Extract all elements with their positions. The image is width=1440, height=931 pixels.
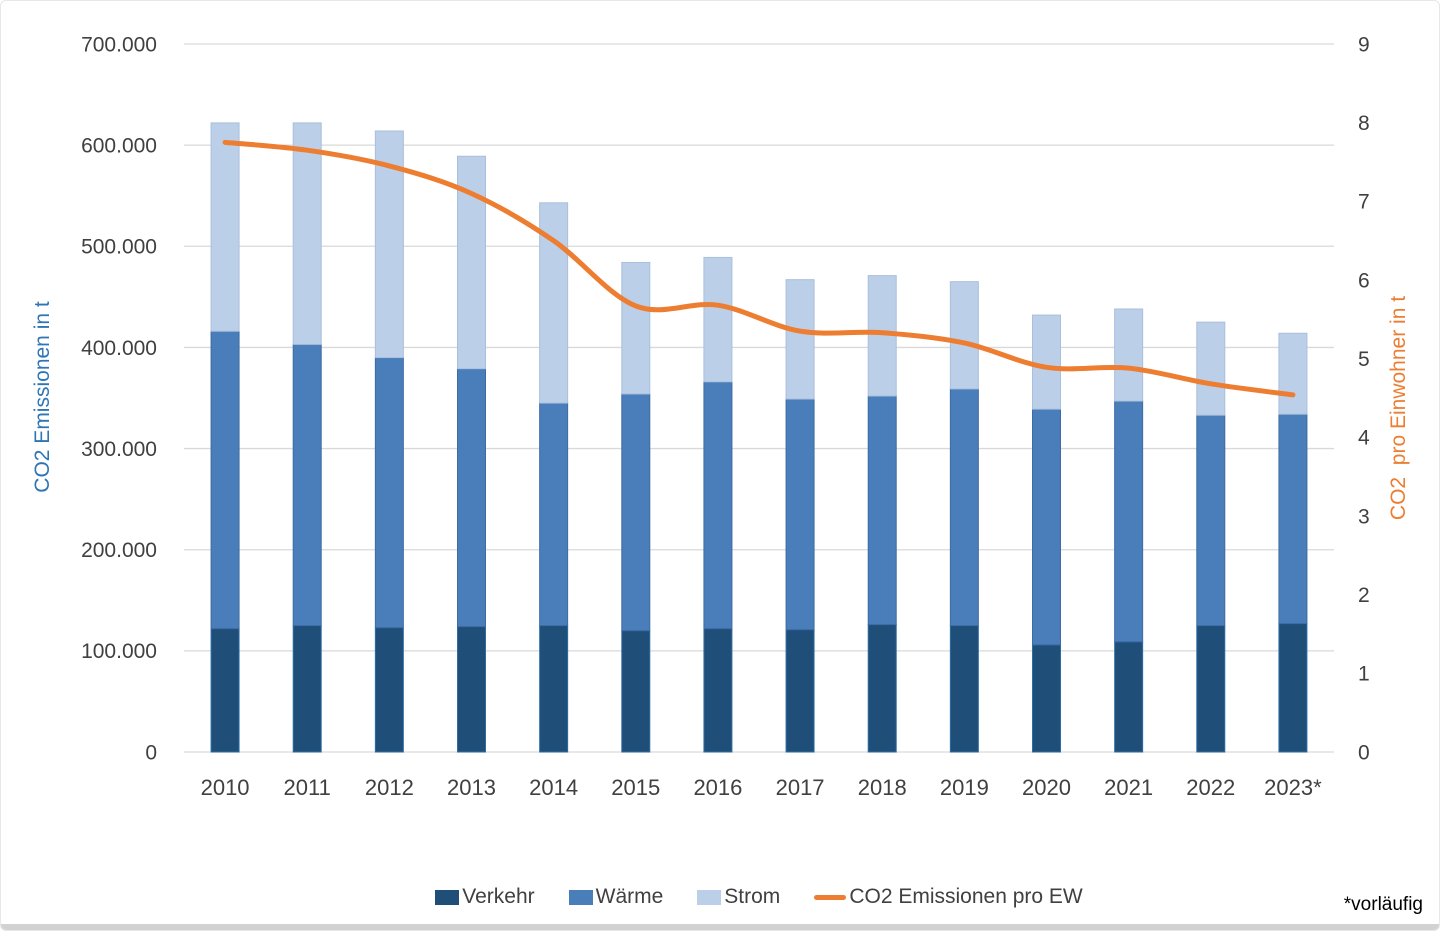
legend-item-wärme: Wärme: [568, 885, 664, 909]
stacked-bars: [210, 122, 1308, 753]
bar-segment-verkehr-2023*: [1278, 623, 1308, 753]
left-tick-label: 500.000: [81, 236, 157, 259]
bar-segment-verkehr-2015: [621, 630, 651, 753]
x-tick-label-2017: 2017: [776, 775, 825, 800]
bar-segment-strom-2011: [292, 122, 322, 345]
legend-label: Wärme: [595, 885, 664, 908]
bar-segment-verkehr-2018: [867, 624, 897, 753]
legend-item-strom: Strom: [697, 885, 780, 909]
legend-line-swatch: [814, 894, 847, 900]
bar-segment-verkehr-2019: [949, 625, 979, 753]
right-tick-label: 3: [1358, 505, 1370, 528]
right-tick-label: 4: [1358, 427, 1370, 450]
bar-segment-verkehr-2011: [292, 625, 322, 753]
bar-segment-verkehr-2021: [1114, 641, 1144, 753]
bar-segment-wärme-2013: [457, 368, 486, 628]
gridlines: [184, 43, 1334, 753]
left-tick-label: 0: [145, 741, 157, 764]
legend-label: Verkehr: [462, 885, 535, 908]
left-tick-label: 300.000: [81, 438, 157, 461]
x-tick-label-2020: 2020: [1022, 775, 1071, 800]
bar-segment-wärme-2017: [785, 398, 815, 631]
x-tick-label-2019: 2019: [940, 775, 989, 800]
bar-segment-strom-2017: [785, 279, 815, 400]
bar-segment-wärme-2020: [1032, 408, 1061, 646]
bar-segment-strom-2021: [1114, 308, 1144, 402]
chart-legend: Verkehr Wärme Strom CO2 Emissionen pro EW: [184, 880, 1334, 914]
left-tick-label: 100.000: [81, 640, 157, 663]
bar-segment-verkehr-2014: [539, 625, 569, 753]
bar-segment-verkehr-2016: [703, 628, 733, 753]
legend-label: Strom: [724, 885, 781, 908]
bar-segment-verkehr-2020: [1032, 644, 1061, 753]
x-tick-label-2015: 2015: [611, 775, 660, 800]
bar-segment-verkehr-2017: [785, 629, 815, 753]
bar-segment-wärme-2015: [621, 393, 651, 632]
bottom-edge-strip: [1, 924, 1439, 930]
bar-segment-strom-2023*: [1278, 332, 1308, 415]
bar-segment-verkehr-2012: [374, 627, 404, 753]
legend-item-verkehr: Verkehr: [435, 885, 535, 909]
x-tick-label-2022: 2022: [1186, 775, 1235, 800]
co2-per-capita-line: [222, 139, 1296, 398]
left-axis-tick-labels: 0 100.000 200.000 300.000 400.000 500.000 600.…: [81, 33, 157, 764]
bar-segment-verkehr-2013: [457, 626, 486, 753]
left-axis-title: CO2 Emissionen in t: [31, 301, 54, 493]
right-tick-label: 7: [1358, 191, 1370, 214]
bar-segment-wärme-2016: [703, 381, 733, 630]
x-tick-label-2016: 2016: [693, 775, 742, 800]
legend-label: CO2 Emissionen pro EW: [849, 885, 1083, 908]
x-axis-tick-labels: 2010 2011 2012 2013 2014 2015 2016 2017 2018 2019…: [201, 775, 1323, 800]
bar-segment-strom-2020: [1032, 314, 1061, 410]
right-tick-label: 5: [1358, 348, 1370, 371]
bar-segment-wärme-2023*: [1278, 413, 1308, 625]
bar-segment-wärme-2012: [374, 357, 404, 629]
right-tick-label: 2: [1358, 584, 1370, 607]
right-tick-label: 8: [1358, 112, 1370, 135]
legend-item-co2-pro-ew: CO2 Emissionen pro EW: [814, 885, 1083, 909]
bar-segment-wärme-2021: [1114, 400, 1144, 643]
right-axis-title: CO2 pro Einwohner in t: [1387, 296, 1410, 520]
right-tick-label: 6: [1358, 269, 1370, 292]
legend-swatch-verkehr: [435, 889, 460, 905]
bar-segment-strom-2010: [210, 122, 240, 332]
x-tick-label-2021: 2021: [1104, 775, 1153, 800]
right-tick-label: 0: [1358, 741, 1370, 764]
right-tick-label: 1: [1358, 663, 1370, 686]
bar-segment-wärme-2014: [539, 402, 569, 627]
left-tick-label: 200.000: [81, 539, 157, 562]
bar-segment-wärme-2011: [292, 343, 322, 627]
bar-segment-strom-2016: [703, 256, 733, 383]
legend-swatch-strom: [697, 889, 722, 905]
left-tick-label: 700.000: [81, 33, 157, 56]
bar-segment-strom-2022: [1196, 321, 1226, 416]
x-tick-label-2010: 2010: [201, 775, 250, 800]
bar-segment-verkehr-2022: [1196, 625, 1226, 753]
bar-segment-strom-2015: [621, 261, 651, 395]
x-tick-label-2014: 2014: [529, 775, 578, 800]
x-tick-label-2018: 2018: [858, 775, 907, 800]
right-tick-label: 9: [1358, 33, 1370, 56]
bar-segment-verkehr-2010: [210, 628, 240, 753]
bar-segment-wärme-2022: [1196, 414, 1226, 627]
legend-swatch-wärme: [568, 889, 593, 905]
bar-segment-strom-2019: [949, 281, 979, 390]
x-tick-label-2023*: 2023*: [1264, 775, 1322, 800]
bar-segment-wärme-2018: [867, 395, 897, 626]
bar-segment-wärme-2010: [210, 330, 240, 630]
x-tick-label-2012: 2012: [365, 775, 414, 800]
left-tick-label: 400.000: [81, 337, 157, 360]
bar-segment-wärme-2019: [949, 388, 979, 627]
x-tick-label-2013: 2013: [447, 775, 496, 800]
left-tick-label: 600.000: [81, 134, 157, 157]
x-tick-label-2011: 2011: [284, 775, 331, 800]
right-axis-tick-labels: 0 1 2 3 4 5 6 7 8 9: [1358, 33, 1370, 764]
footnote-vorlaeufig: *vorläufig: [1343, 894, 1423, 915]
